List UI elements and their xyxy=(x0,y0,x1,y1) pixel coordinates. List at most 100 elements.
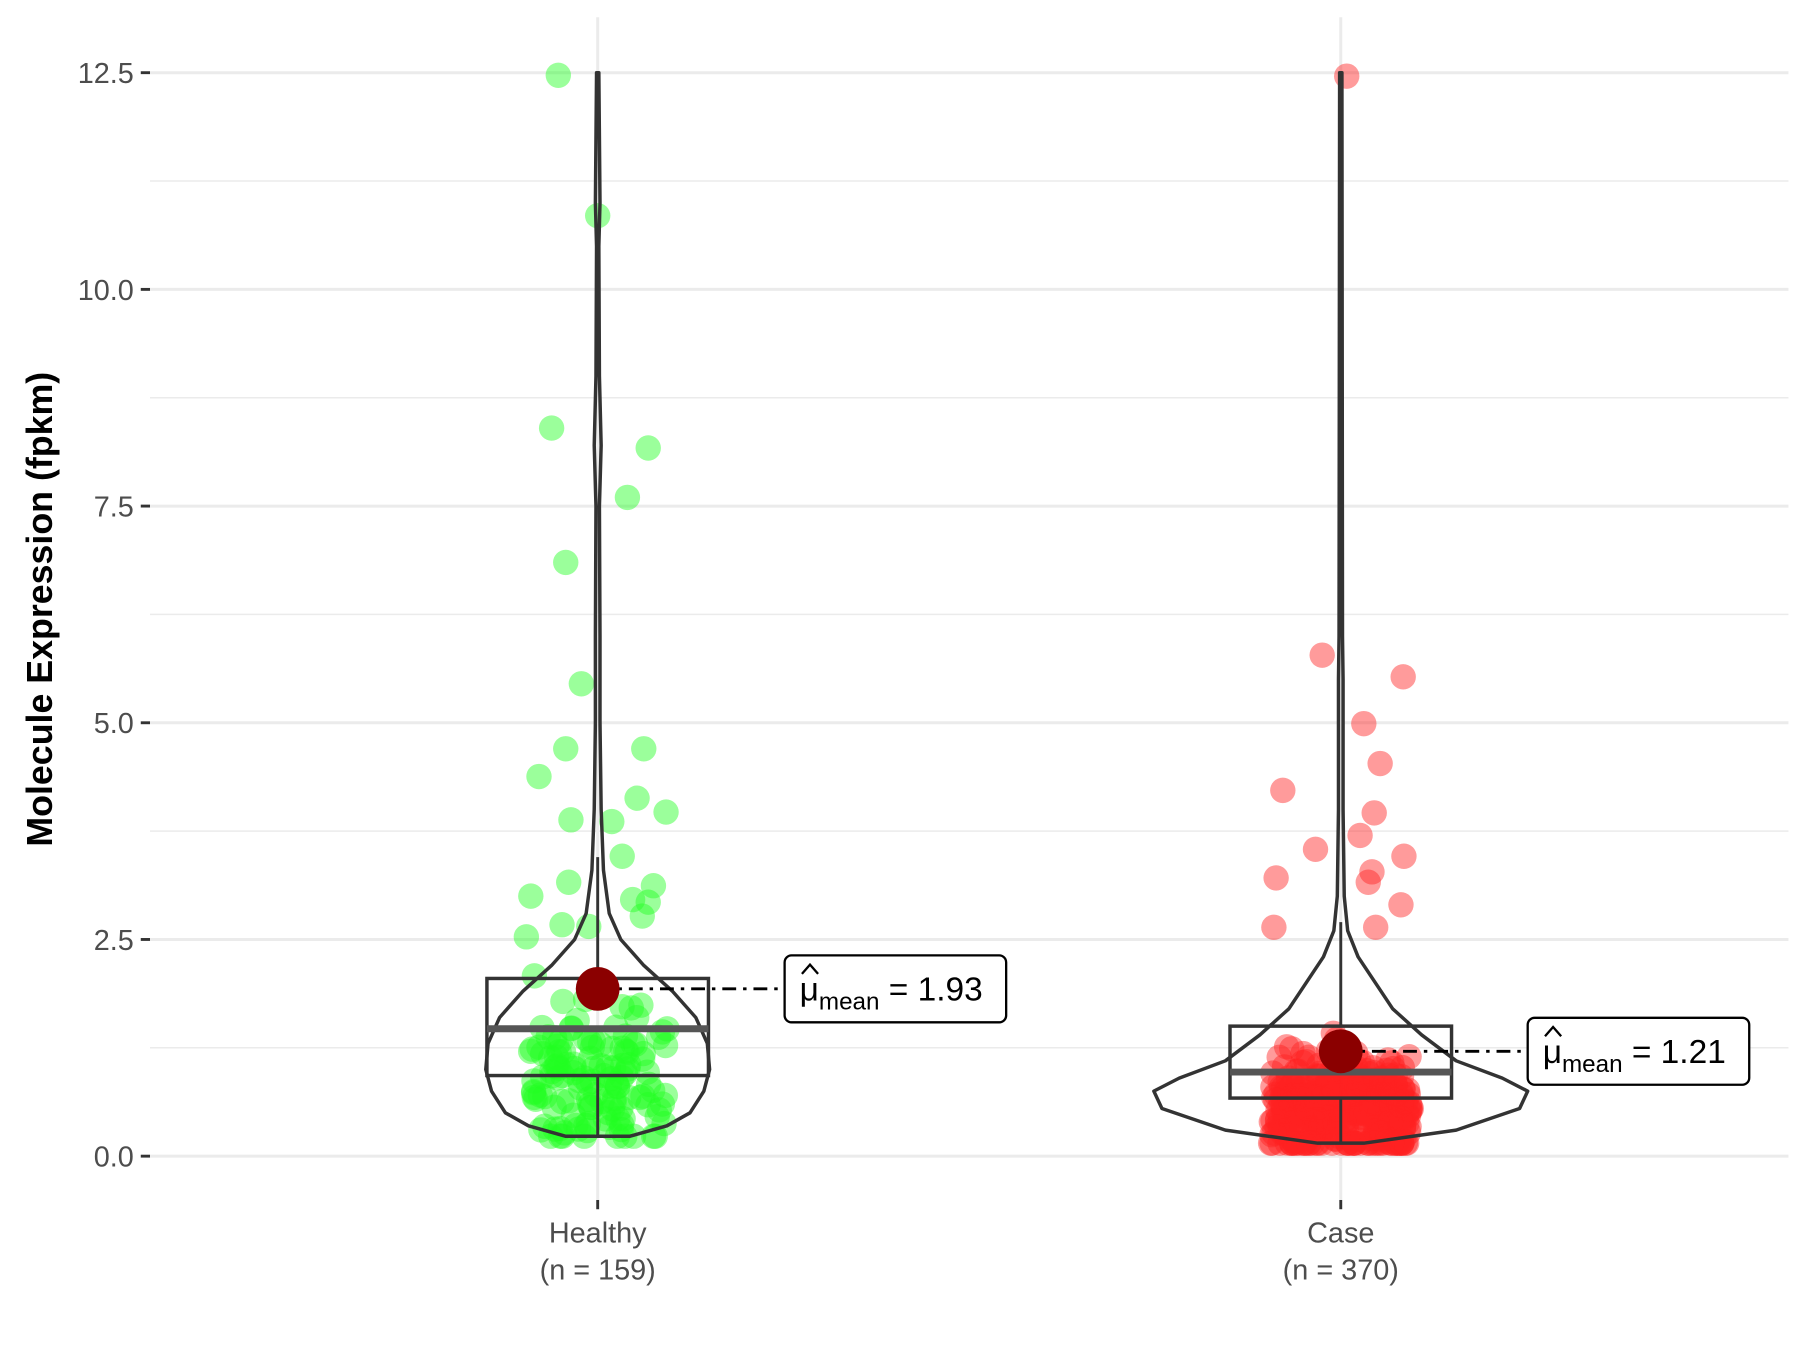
data-point xyxy=(1307,1076,1333,1102)
data-point xyxy=(1279,1072,1305,1098)
data-point xyxy=(1315,1070,1341,1096)
data-point xyxy=(1346,1077,1372,1103)
data-point xyxy=(635,1071,662,1097)
data-point xyxy=(1270,1075,1297,1101)
data-point xyxy=(613,1038,639,1064)
data-point xyxy=(588,1053,614,1079)
y-axis-label: Molecule Expression (fpkm) xyxy=(20,372,60,847)
data-point xyxy=(527,1082,553,1108)
data-point xyxy=(560,1060,587,1086)
data-point xyxy=(1396,1113,1422,1140)
data-point xyxy=(1283,1130,1310,1156)
data-point xyxy=(627,1084,653,1111)
data-point xyxy=(1337,1093,1364,1120)
data-point xyxy=(1260,1074,1286,1100)
data-point xyxy=(1380,1109,1406,1135)
data-point xyxy=(1357,1076,1384,1102)
data-point xyxy=(1289,1103,1315,1129)
data-point xyxy=(589,1088,615,1115)
data-point xyxy=(1381,1110,1407,1136)
data-point xyxy=(1269,1089,1295,1115)
groups: μmean = 1.93 Healthy (n = 159) μmean = 1.21… xyxy=(484,17,1751,1287)
data-point xyxy=(1267,1069,1293,1095)
data-point xyxy=(1315,1096,1341,1122)
data-point xyxy=(544,1065,571,1091)
data-point xyxy=(1286,1082,1313,1109)
data-point xyxy=(1272,1101,1298,1127)
data-point xyxy=(1355,869,1381,895)
data-point xyxy=(1343,1115,1370,1141)
data-point xyxy=(605,1105,631,1132)
data-point xyxy=(1267,1115,1293,1142)
data-point xyxy=(1278,1116,1304,1143)
y-tick-label: 12.5 xyxy=(78,58,134,90)
data-point xyxy=(1279,1130,1305,1156)
data-point xyxy=(610,1106,636,1132)
y-axis: 0.0 2.5 5.0 7.5 10.0 12.5 xyxy=(78,58,150,1174)
data-point xyxy=(1305,1094,1331,1120)
data-point xyxy=(635,435,661,461)
data-point xyxy=(1340,1100,1367,1126)
data-point xyxy=(1379,1093,1405,1119)
data-point xyxy=(609,1064,635,1091)
data-point xyxy=(1367,1099,1394,1125)
data-point xyxy=(549,1088,575,1115)
data-point xyxy=(1366,1117,1392,1143)
data-point xyxy=(1375,1047,1401,1073)
data-point xyxy=(1377,1089,1404,1115)
data-point xyxy=(1279,1036,1305,1062)
data-point xyxy=(1294,1117,1321,1143)
data-point xyxy=(543,1044,570,1070)
data-point xyxy=(1308,1087,1334,1113)
data-point xyxy=(1395,1102,1422,1129)
x-tick-count: (n = 370) xyxy=(1283,1255,1399,1287)
y-tick-label: 7.5 xyxy=(94,491,134,523)
data-point xyxy=(543,1054,569,1080)
data-point xyxy=(1368,1089,1394,1115)
data-point xyxy=(1377,1109,1404,1135)
data-point xyxy=(1270,1098,1297,1124)
data-point xyxy=(538,415,565,441)
data-point xyxy=(598,1065,625,1092)
data-point xyxy=(620,1031,646,1057)
data-point xyxy=(1273,1076,1299,1103)
data-point xyxy=(1351,710,1377,737)
data-point xyxy=(541,1094,567,1120)
data-point xyxy=(519,1036,545,1062)
data-point xyxy=(1382,1072,1408,1098)
y-tick-label: 5.0 xyxy=(94,708,134,740)
data-point xyxy=(561,1051,587,1077)
data-point xyxy=(1390,1114,1417,1141)
data-point xyxy=(1382,1071,1408,1098)
data-point xyxy=(1362,1093,1388,1119)
data-point xyxy=(1390,1076,1416,1102)
data-point xyxy=(1270,777,1296,804)
data-point xyxy=(517,1038,544,1065)
data-point xyxy=(1398,1095,1425,1122)
data-point xyxy=(1390,1127,1416,1153)
data-point xyxy=(1267,1107,1294,1134)
data-point xyxy=(1308,1113,1334,1139)
data-point xyxy=(556,1088,582,1114)
data-point xyxy=(1319,1099,1346,1126)
data-point xyxy=(550,1038,577,1065)
data-point xyxy=(1266,1044,1292,1070)
data-point xyxy=(1347,1075,1374,1101)
data-point xyxy=(551,1120,578,1146)
data-point xyxy=(1290,1040,1316,1067)
data-point xyxy=(1390,664,1416,690)
data-point xyxy=(575,1086,602,1112)
data-point xyxy=(1389,1083,1415,1109)
data-point xyxy=(604,1074,631,1100)
data-point xyxy=(1285,1074,1311,1100)
data-point xyxy=(1387,1108,1414,1134)
data-point xyxy=(1344,1126,1370,1153)
data-point xyxy=(1298,1102,1324,1128)
data-point xyxy=(629,903,655,929)
data-point xyxy=(1347,1070,1373,1097)
data-point xyxy=(652,1032,679,1059)
data-point xyxy=(1319,1080,1346,1107)
data-point xyxy=(1349,1099,1376,1126)
data-point xyxy=(546,1039,572,1065)
